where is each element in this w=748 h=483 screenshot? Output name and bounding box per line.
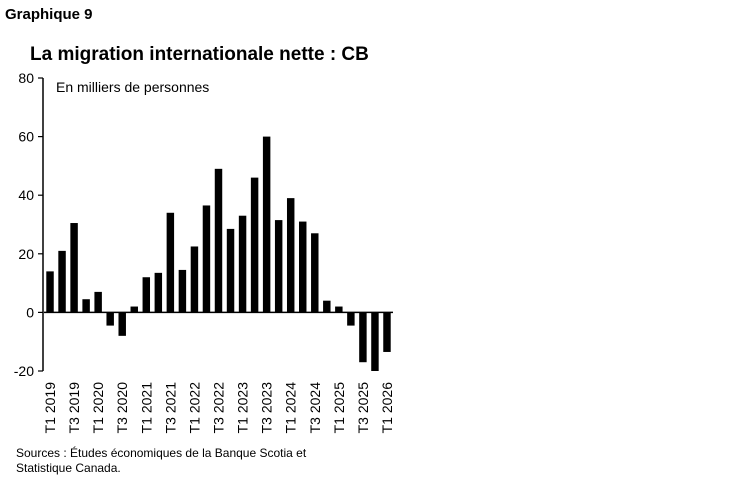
- x-tick-label: T1 2021: [138, 382, 154, 434]
- y-tick-label: 80: [18, 70, 34, 86]
- bar: [250, 177, 259, 313]
- x-tick-label: T1 2022: [186, 382, 202, 434]
- bar: [46, 271, 54, 313]
- x-tick-label: T3 2021: [162, 382, 178, 434]
- bar: [118, 312, 126, 336]
- y-tick-label: 20: [18, 246, 34, 262]
- bar: [214, 168, 223, 313]
- y-axis-label: En milliers de personnes: [56, 79, 209, 95]
- bar: [323, 300, 331, 313]
- bar: [383, 312, 391, 352]
- bar: [262, 136, 271, 313]
- bar: [82, 299, 90, 313]
- x-tick-label: T3 2019: [66, 382, 82, 434]
- bar: [311, 233, 319, 313]
- x-tick-label: T1 2023: [235, 382, 251, 434]
- x-tick-label: T3 2020: [114, 382, 130, 434]
- bars: [46, 136, 391, 371]
- bar: [371, 312, 379, 371]
- bar: [166, 212, 175, 313]
- x-tick-label: T3 2024: [307, 382, 323, 434]
- x-tick-label: T3 2025: [355, 382, 371, 434]
- bar: [347, 312, 355, 326]
- figure-label: Graphique 9: [5, 6, 93, 23]
- x-tick-label: T3 2022: [211, 382, 227, 434]
- x-axis: T1 2019 T3 2019 T1 2020 T3 2020 T1 2021 T3 20…: [42, 311, 395, 434]
- y-axis: -20 0 20 40 60 80: [14, 70, 44, 379]
- y-tick-label: 60: [18, 129, 34, 145]
- bar: [335, 306, 343, 313]
- x-tick-label: T1 2020: [90, 382, 106, 434]
- bar: [58, 250, 66, 313]
- bar: [359, 312, 367, 363]
- bar: [190, 246, 199, 313]
- x-tick-label: T1 2024: [283, 382, 299, 434]
- bar: [94, 291, 102, 313]
- x-tick-label: T1 2026: [379, 382, 395, 434]
- chart-title: La migration internationale nette : CB: [30, 44, 369, 65]
- x-tick-label: T3 2023: [259, 382, 275, 434]
- y-tick-label: 0: [26, 304, 34, 320]
- bar: [130, 306, 138, 313]
- bar: [299, 221, 307, 313]
- bar: [286, 198, 295, 313]
- bar: [202, 205, 211, 313]
- bar: [106, 312, 114, 326]
- bar: [142, 277, 151, 313]
- bar: [178, 269, 187, 313]
- y-tick-label: 40: [18, 187, 34, 203]
- bar: [226, 228, 235, 313]
- bar: [70, 223, 78, 313]
- bar: [274, 220, 283, 313]
- bar: [238, 215, 247, 313]
- x-tick-label: T1 2025: [331, 382, 347, 434]
- source-note: Sources : Études économiques de la Banqu…: [16, 446, 307, 475]
- bar: [154, 272, 163, 313]
- x-tick-label: T1 2019: [42, 382, 58, 434]
- y-tick-label: -20: [14, 363, 34, 379]
